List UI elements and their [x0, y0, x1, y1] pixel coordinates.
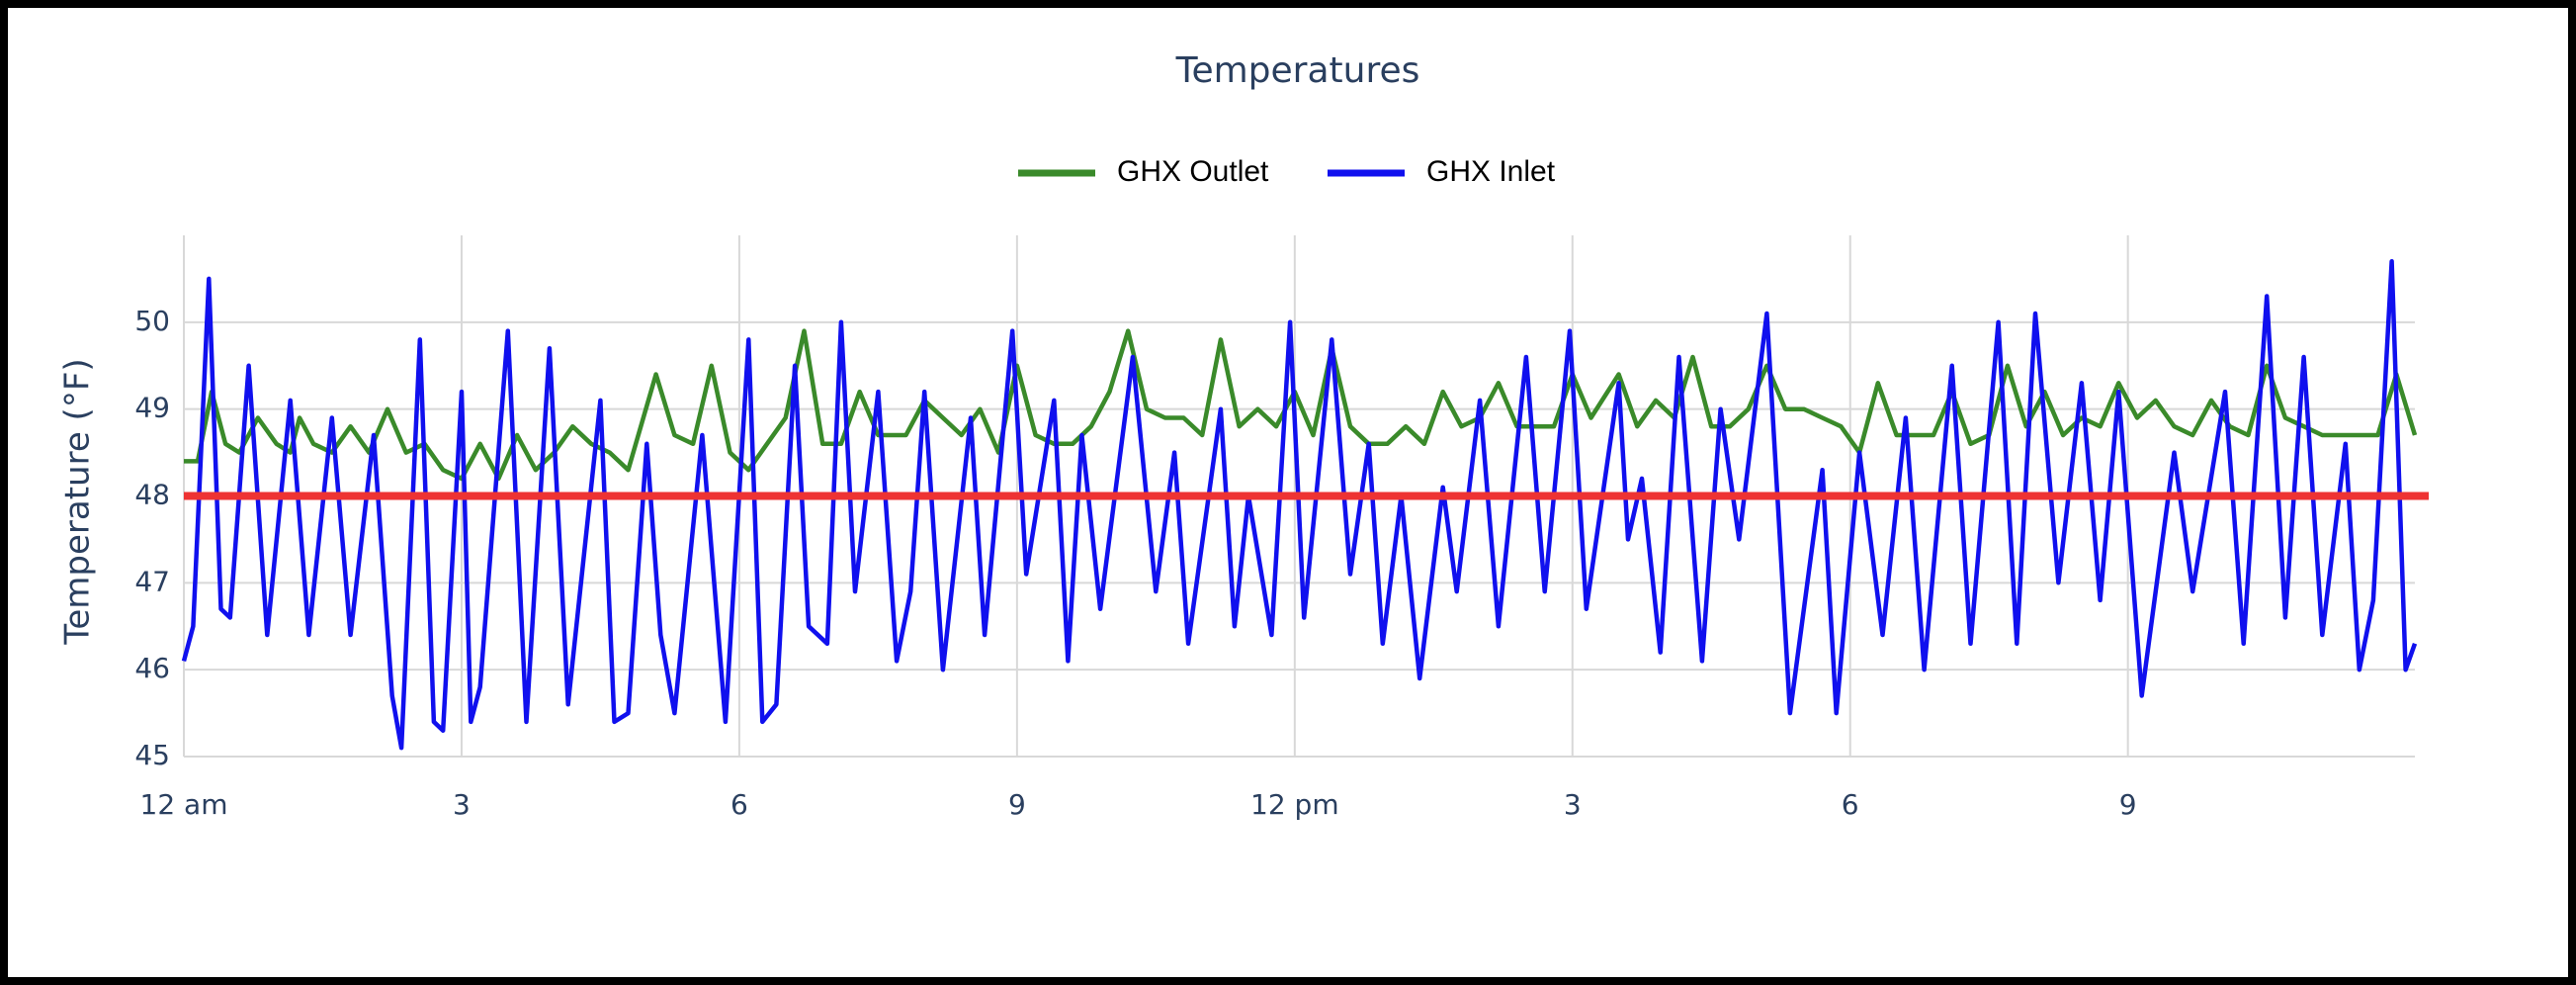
legend-label: GHX Inlet — [1426, 155, 1556, 188]
x-tick-label: 12 am — [140, 788, 228, 821]
x-tick-label: 6 — [1842, 788, 1859, 821]
x-tick-label: 3 — [1564, 788, 1582, 821]
y-tick-label: 47 — [134, 565, 170, 597]
series-line — [181, 259, 2418, 751]
x-tick-label: 12 pm — [1250, 788, 1339, 821]
y-tick-label: 46 — [134, 652, 170, 684]
x-tick-label: 9 — [1008, 788, 1026, 821]
y-tick-label: 45 — [134, 739, 170, 771]
marks — [181, 259, 2429, 751]
x-tick-label: 6 — [730, 788, 748, 821]
legend-label: GHX Outlet — [1117, 155, 1269, 188]
x-tick-label: 9 — [2119, 788, 2137, 821]
y-tick-label: 48 — [134, 479, 170, 511]
y-axis-title: Temperature (°F) — [58, 358, 98, 645]
chart-title: Temperatures — [1175, 50, 1420, 91]
x-tick-label: 3 — [453, 788, 471, 821]
y-tick-label: 50 — [134, 305, 170, 337]
y-tick-label: 49 — [134, 392, 170, 424]
